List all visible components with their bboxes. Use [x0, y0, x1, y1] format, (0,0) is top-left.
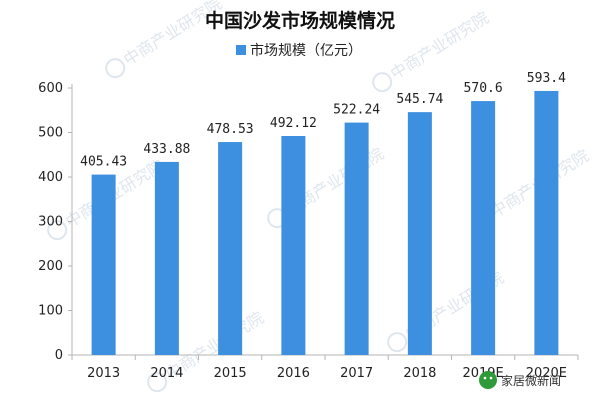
bar-2018 [407, 112, 432, 356]
footer-badge: 家居微新闻 [479, 371, 561, 389]
legend-swatch [236, 45, 246, 55]
bar-2019E [471, 101, 496, 355]
x-tick-label: 2014 [150, 366, 183, 381]
bar-2014 [154, 161, 179, 355]
legend: 市场规模（亿元） [236, 42, 362, 59]
watermark-layer: 中商产业研究院中商产业研究院中商产业研究院中商产业研究院中商产业研究院中商产业研… [47, 0, 592, 393]
bar-2015 [218, 142, 243, 355]
data-label: 545.74 [396, 92, 443, 107]
x-tick-label: 2018 [403, 366, 436, 381]
y-tick-label: 0 [55, 348, 63, 363]
data-label: 593.4 [527, 71, 566, 86]
y-tick-label: 100 [38, 304, 63, 319]
wechat-icon [479, 371, 497, 389]
y-tick-label: 400 [38, 170, 63, 185]
data-label: 522.24 [333, 103, 380, 118]
footer-text: 家居微新闻 [501, 373, 561, 388]
y-tick-label: 300 [38, 215, 63, 230]
bar-2016 [281, 136, 306, 355]
data-label: 570.6 [464, 81, 503, 96]
data-labels: 405.43 433.88 478.53 492.12 522.24 545.74 570.… [80, 71, 566, 170]
chart-title: 中国沙发市场规模情况 [205, 9, 395, 32]
bars [91, 90, 559, 356]
data-label: 492.12 [270, 116, 317, 131]
x-tick-label: 2013 [87, 366, 120, 381]
svg-text:中商产业研究院: 中商产业研究院 [387, 8, 492, 83]
bar-2020E [534, 90, 559, 355]
data-label: 478.53 [207, 122, 254, 137]
x-tick-label: 2015 [214, 366, 247, 381]
bar-2013 [91, 174, 116, 355]
y-tick-label: 500 [38, 126, 63, 141]
data-label: 433.88 [143, 142, 190, 157]
y-tick-label: 600 [38, 81, 63, 96]
x-tick-label: 2020E [526, 366, 567, 381]
bar-2017 [344, 122, 369, 355]
x-tick-label: 2017 [340, 366, 373, 381]
y-tick-label: 200 [38, 259, 63, 274]
x-tick-label: 2016 [277, 366, 310, 381]
data-label: 405.43 [80, 155, 127, 170]
legend-label: 市场规模（亿元） [250, 42, 362, 59]
